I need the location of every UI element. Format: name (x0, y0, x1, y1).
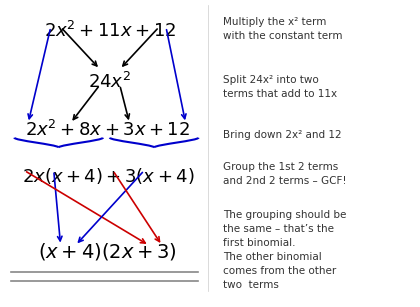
Text: Split 24x² into two
terms that add to 11x: Split 24x² into two terms that add to 11… (223, 75, 337, 99)
Text: Group the 1st 2 terms
and 2nd 2 terms – GCF!: Group the 1st 2 terms and 2nd 2 terms – … (223, 162, 346, 186)
Text: Bring down 2x² and 12: Bring down 2x² and 12 (223, 130, 342, 140)
Text: $2x(x + 4) + 3(x + 4)$: $2x(x + 4) + 3(x + 4)$ (21, 165, 194, 185)
Text: $(x + 4)(2x + 3)$: $(x + 4)(2x + 3)$ (38, 241, 177, 262)
Text: The grouping should be
the same – that’s the
first binomial.
The other binomial
: The grouping should be the same – that’s… (223, 210, 346, 290)
Text: $24x^2$: $24x^2$ (88, 72, 131, 92)
Text: Multiply the x² term
with the constant term: Multiply the x² term with the constant t… (223, 17, 343, 41)
Text: $2x^2 + 8x + 3x + 12$: $2x^2 + 8x + 3x + 12$ (25, 120, 190, 140)
Text: $2x^2 + 11x + 12$: $2x^2 + 11x + 12$ (44, 21, 176, 41)
